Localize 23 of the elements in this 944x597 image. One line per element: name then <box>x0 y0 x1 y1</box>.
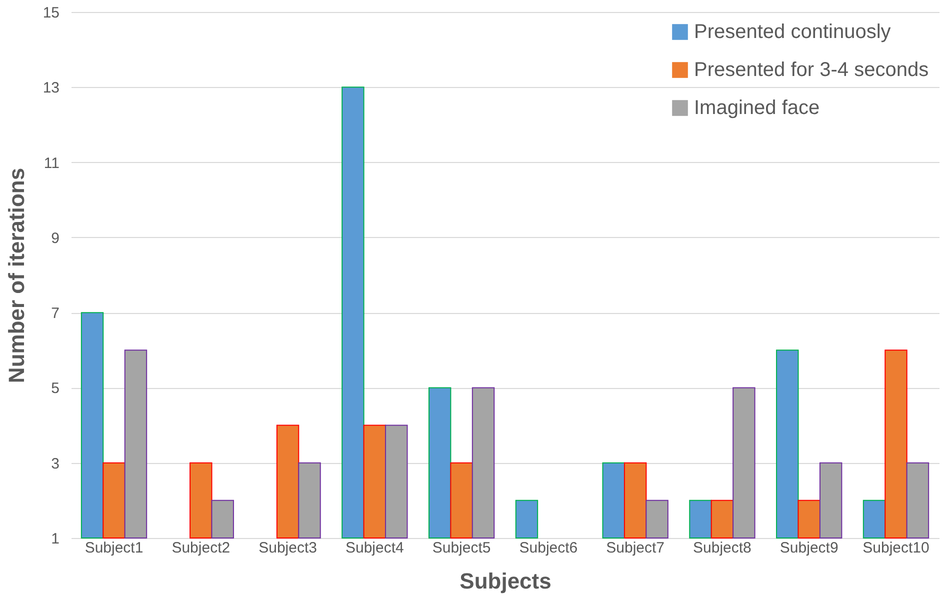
y-tick-label: 7 <box>51 305 60 322</box>
y-tick-label: 3 <box>51 455 60 472</box>
legend-label: Presented continuosly <box>694 21 891 43</box>
x-tick-label: Subject5 <box>432 540 491 556</box>
x-tick-label: Subject4 <box>345 540 404 556</box>
y-tick-label: 9 <box>51 230 60 247</box>
x-tick-label: Subject7 <box>606 540 665 556</box>
y-tick-label: 11 <box>44 154 60 172</box>
y-tick-label: 5 <box>51 380 60 398</box>
x-tick-label: Subject6 <box>519 540 578 556</box>
y-axis-title: Number of iterations <box>4 168 29 384</box>
x-tick-label: Subject8 <box>693 540 752 556</box>
legend-label: Imagined face <box>694 97 820 119</box>
y-tick-label: 1 <box>51 530 60 548</box>
x-tick-label: Subject2 <box>172 540 230 556</box>
legend-label: Presented for 3-4 seconds <box>694 59 929 81</box>
x-tick-label: Subject9 <box>780 540 838 556</box>
x-tick-label: Subject10 <box>862 540 930 556</box>
x-tick-label: Subject1 <box>84 540 144 556</box>
y-tick-label: 13 <box>42 80 60 97</box>
x-axis-title: Subjects <box>460 568 552 594</box>
x-tick-label: Subject3 <box>258 540 317 556</box>
y-tick-label: 15 <box>42 4 60 22</box>
